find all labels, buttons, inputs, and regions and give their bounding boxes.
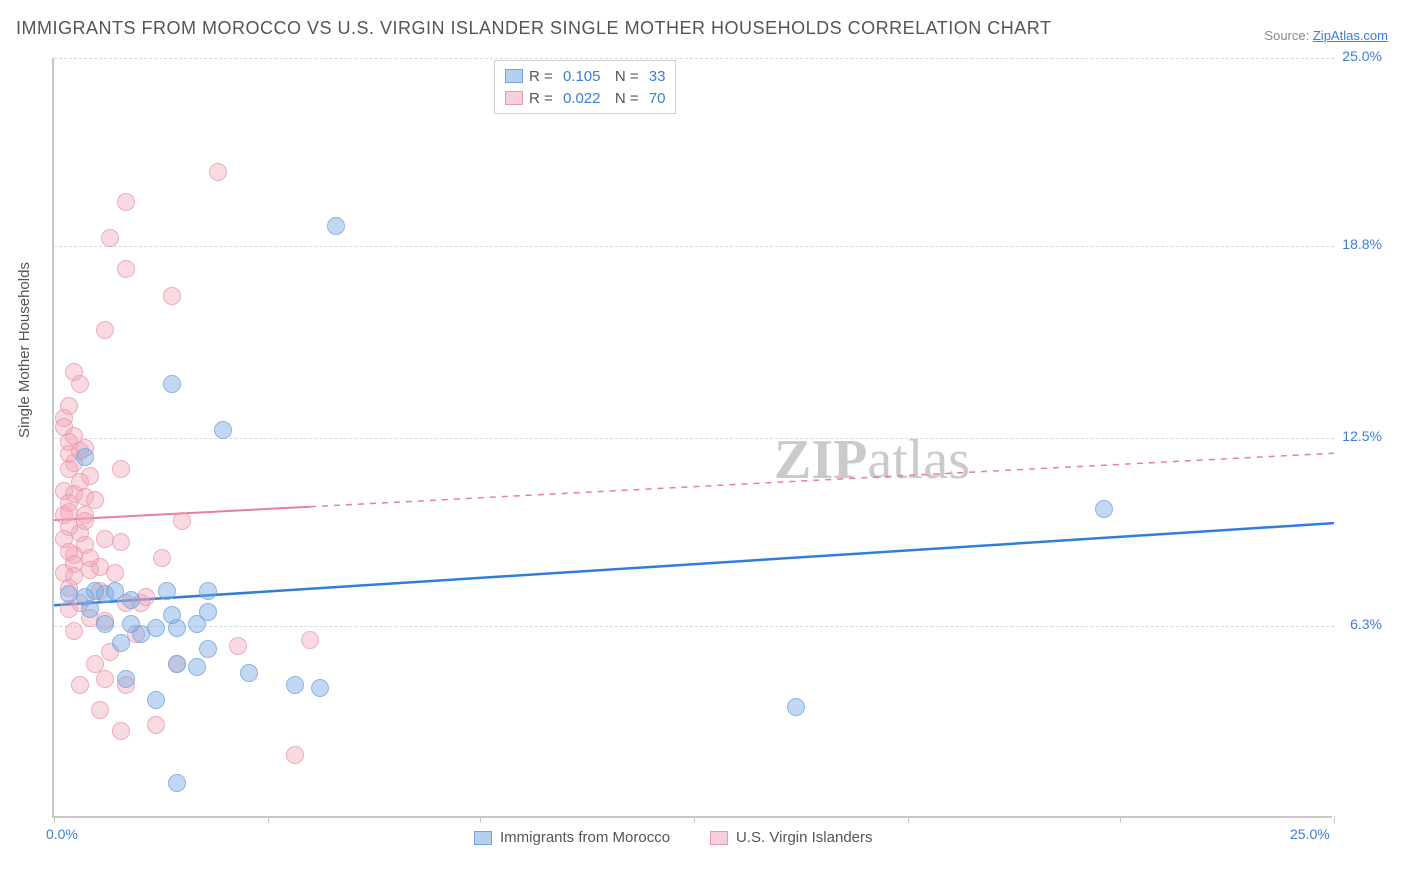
n-label: N = (606, 68, 642, 85)
scatter-point-blue (60, 585, 78, 603)
scatter-point-pink (117, 260, 135, 278)
scatter-point-pink (209, 163, 227, 181)
scatter-point-blue (112, 634, 130, 652)
x-tick-label: 25.0% (1290, 826, 1330, 842)
r-label: R = (529, 90, 557, 107)
scatter-point-blue (158, 582, 176, 600)
scatter-point-blue (122, 591, 140, 609)
scatter-point-blue (117, 670, 135, 688)
legend-item-blue: Immigrants from Morocco (474, 829, 670, 846)
scatter-point-blue (168, 655, 186, 673)
gridline (54, 246, 1334, 247)
y-tick-label: 25.0% (1342, 48, 1382, 64)
scatter-point-pink (86, 491, 104, 509)
scatter-point-pink (106, 564, 124, 582)
scatter-point-blue (787, 698, 805, 716)
x-tick-label: 0.0% (46, 826, 78, 842)
x-tick-mark (908, 816, 909, 823)
swatch-pink-icon (505, 91, 523, 105)
scatter-point-pink (112, 460, 130, 478)
n-label: N = (606, 90, 642, 107)
scatter-point-blue (132, 625, 150, 643)
scatter-point-pink (153, 549, 171, 567)
correlation-legend: R = 0.105 N = 33 R = 0.022 N = 70 (494, 60, 676, 114)
scatter-point-pink (96, 670, 114, 688)
scatter-point-blue (327, 217, 345, 235)
x-tick-mark (1334, 816, 1335, 823)
scatter-point-pink (301, 631, 319, 649)
scatter-point-pink (101, 229, 119, 247)
x-tick-mark (480, 816, 481, 823)
scatter-point-pink (71, 375, 89, 393)
scatter-point-blue (311, 679, 329, 697)
scatter-point-pink (65, 427, 83, 445)
y-tick-label: 6.3% (1350, 616, 1382, 632)
scatter-point-blue (163, 606, 181, 624)
scatter-point-blue (240, 664, 258, 682)
source-link[interactable]: ZipAtlas.com (1313, 28, 1388, 43)
y-tick-label: 12.5% (1342, 428, 1382, 444)
scatter-point-blue (199, 582, 217, 600)
r-value-pink: 0.022 (563, 90, 601, 107)
scatter-point-pink (137, 588, 155, 606)
scatter-point-blue (168, 774, 186, 792)
scatter-point-blue (163, 375, 181, 393)
legend-label-pink: U.S. Virgin Islanders (736, 829, 872, 846)
swatch-blue-icon (505, 69, 523, 83)
scatter-point-blue (214, 421, 232, 439)
scatter-point-blue (286, 676, 304, 694)
scatter-point-blue (188, 658, 206, 676)
legend-label-blue: Immigrants from Morocco (500, 829, 670, 846)
chart-title: IMMIGRANTS FROM MOROCCO VS U.S. VIRGIN I… (16, 18, 1051, 39)
r-label: R = (529, 68, 557, 85)
scatter-point-pink (71, 676, 89, 694)
source-attribution: Source: ZipAtlas.com (1264, 28, 1388, 43)
scatter-point-blue (147, 691, 165, 709)
plot-region: R = 0.105 N = 33 R = 0.022 N = 70 ZIPatl… (52, 58, 1332, 818)
n-value-pink: 70 (649, 90, 666, 107)
swatch-pink-icon (710, 831, 728, 845)
x-tick-mark (1120, 816, 1121, 823)
chart-area: Single Mother Households R = 0.105 N = 3… (52, 58, 1382, 848)
scatter-point-pink (117, 193, 135, 211)
gridline (54, 58, 1334, 59)
legend-item-pink: U.S. Virgin Islanders (710, 829, 872, 846)
scatter-point-blue (76, 448, 94, 466)
scatter-point-pink (65, 622, 83, 640)
scatter-point-blue (81, 600, 99, 618)
scatter-point-pink (163, 287, 181, 305)
gridline (54, 626, 1334, 627)
scatter-point-pink (112, 722, 130, 740)
scatter-point-pink (91, 701, 109, 719)
legend-row-pink: R = 0.022 N = 70 (505, 87, 665, 109)
y-axis-label: Single Mother Households (16, 262, 33, 438)
scatter-point-pink (229, 637, 247, 655)
scatter-point-pink (286, 746, 304, 764)
x-tick-mark (54, 816, 55, 823)
x-tick-mark (694, 816, 695, 823)
swatch-blue-icon (474, 831, 492, 845)
scatter-point-pink (147, 716, 165, 734)
r-value-blue: 0.105 (563, 68, 601, 85)
n-value-blue: 33 (649, 68, 666, 85)
scatter-point-blue (199, 603, 217, 621)
scatter-point-pink (55, 506, 73, 524)
x-tick-mark (268, 816, 269, 823)
source-label: Source: (1264, 28, 1309, 43)
scatter-point-pink (96, 321, 114, 339)
scatter-point-blue (199, 640, 217, 658)
scatter-point-blue (96, 615, 114, 633)
gridline (54, 438, 1334, 439)
scatter-point-pink (76, 512, 94, 530)
series-legend: Immigrants from Morocco U.S. Virgin Isla… (474, 829, 873, 846)
scatter-point-blue (147, 619, 165, 637)
scatter-point-pink (112, 533, 130, 551)
scatter-point-blue (1095, 500, 1113, 518)
y-tick-label: 18.8% (1342, 236, 1382, 252)
legend-row-blue: R = 0.105 N = 33 (505, 65, 665, 87)
scatter-point-pink (173, 512, 191, 530)
